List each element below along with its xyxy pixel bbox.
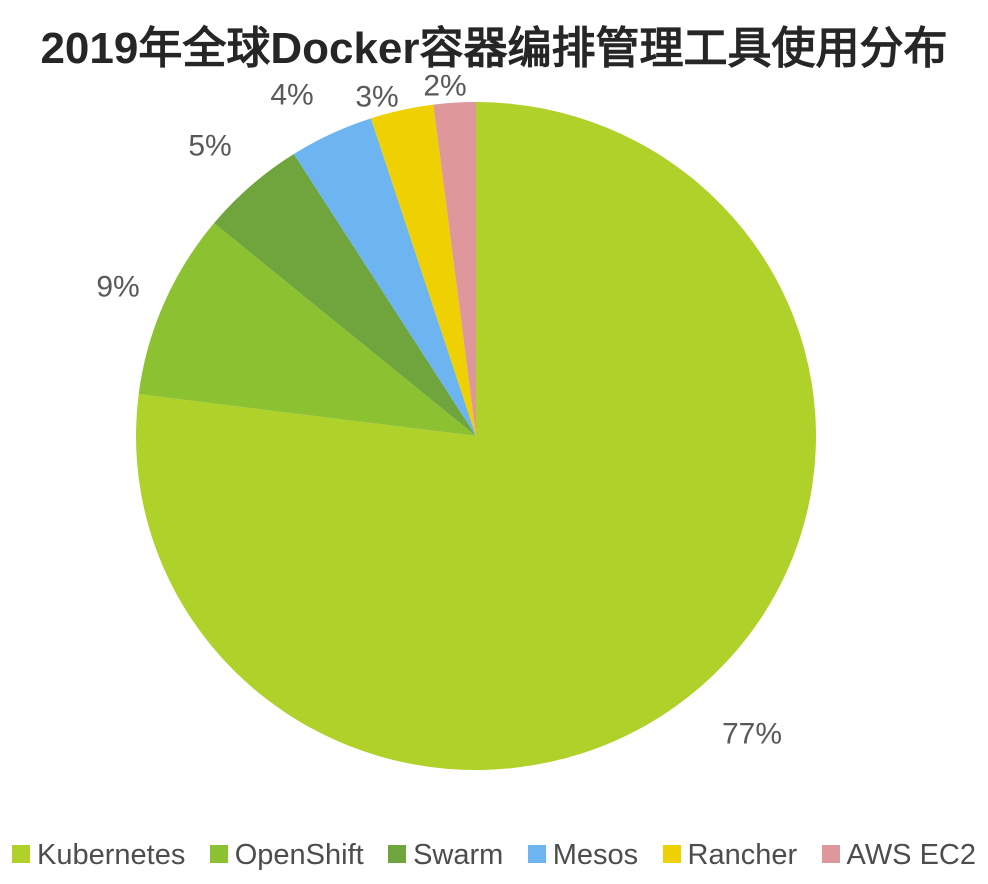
chart-legend: Kubernetes OpenShift Swarm Mesos Rancher AWS … — [0, 839, 988, 872]
data-label-rancher: 3% — [355, 81, 398, 114]
legend-item-kubernetes: Kubernetes — [12, 839, 185, 872]
legend-swatch-mesos — [527, 844, 546, 863]
legend-label-openshift: OpenShift — [234, 839, 364, 871]
legend-swatch-swarm — [388, 844, 407, 863]
data-label-openshift: 9% — [96, 271, 139, 304]
legend-item-mesos: Mesos — [527, 839, 639, 872]
legend-label-mesos: Mesos — [552, 839, 639, 871]
pie-slice-mesos — [293, 118, 476, 436]
data-label-mesos: 4% — [270, 79, 313, 112]
legend-swatch-kubernetes — [12, 844, 30, 863]
data-label-kubernetes: 77% — [722, 718, 782, 751]
legend-item-aws-ec2: AWS EC2 — [821, 839, 976, 872]
legend-swatch-rancher — [662, 844, 681, 863]
legend-item-openshift: OpenShift — [209, 839, 364, 872]
pie-slice-openshift — [138, 223, 476, 436]
pie-slice-rancher — [370, 104, 476, 436]
legend-item-rancher: Rancher — [662, 839, 798, 872]
pie-slice-swarm — [214, 153, 476, 437]
legend-label-aws-ec2: AWS EC2 — [846, 839, 976, 871]
data-label-aws-ec2: 2% — [423, 70, 466, 103]
pie-slice-kubernetes — [135, 102, 816, 770]
chart-title: 2019年全球Docker容器编排管理工具使用分布 — [40, 24, 948, 73]
legend-label-kubernetes: Kubernetes — [37, 839, 186, 871]
legend-label-swarm: Swarm — [413, 839, 504, 871]
legend-label-rancher: Rancher — [687, 839, 798, 871]
legend-swatch-openshift — [209, 844, 228, 863]
data-label-swarm: 5% — [188, 130, 231, 163]
legend-swatch-aws-ec2 — [821, 844, 840, 863]
legend-item-swarm: Swarm — [388, 839, 503, 872]
pie-slice-aws-ec2 — [433, 102, 476, 436]
